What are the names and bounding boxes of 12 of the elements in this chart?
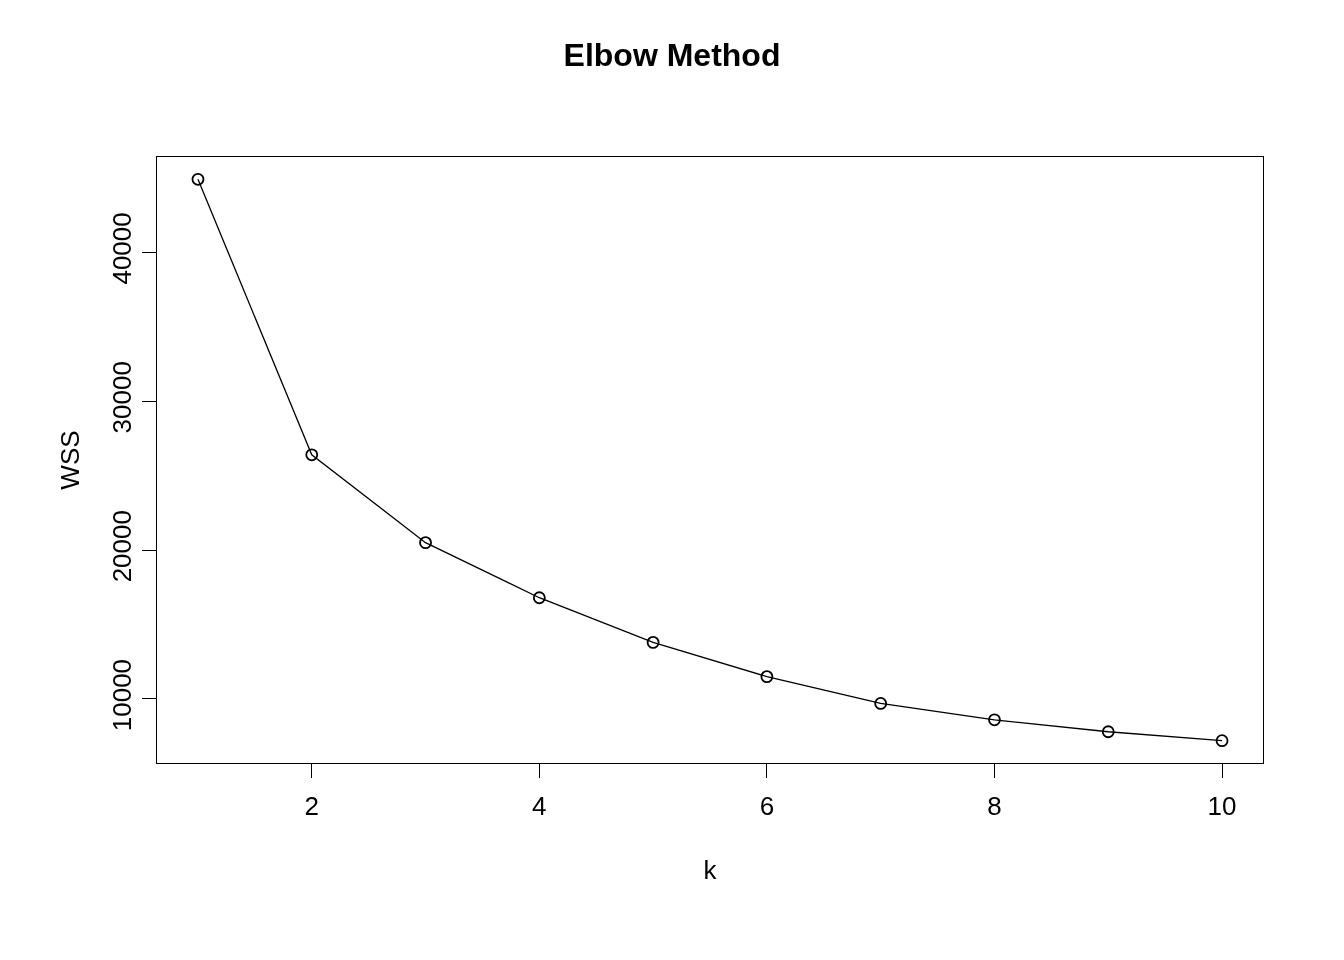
y-tick-label: 40000 [107, 212, 138, 285]
chart-title: Elbow Method [563, 36, 781, 73]
x-tick-label: 2 [304, 791, 319, 822]
y-axis-title: WSS [54, 430, 85, 490]
x-tick-label: 4 [532, 791, 547, 822]
x-tick-label: 6 [759, 791, 775, 822]
x-axis-title: k [703, 855, 718, 886]
y-tick-label: 10000 [107, 658, 138, 732]
y-tick-label: 20000 [107, 510, 138, 583]
y-tick-label: 30000 [107, 361, 138, 434]
x-tick-label: 10 [1207, 791, 1237, 822]
x-tick-label: 8 [987, 791, 1002, 822]
